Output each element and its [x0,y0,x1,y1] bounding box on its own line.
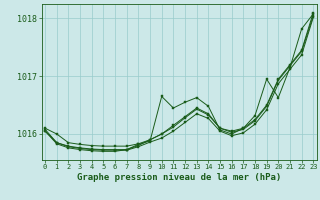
X-axis label: Graphe pression niveau de la mer (hPa): Graphe pression niveau de la mer (hPa) [77,173,281,182]
